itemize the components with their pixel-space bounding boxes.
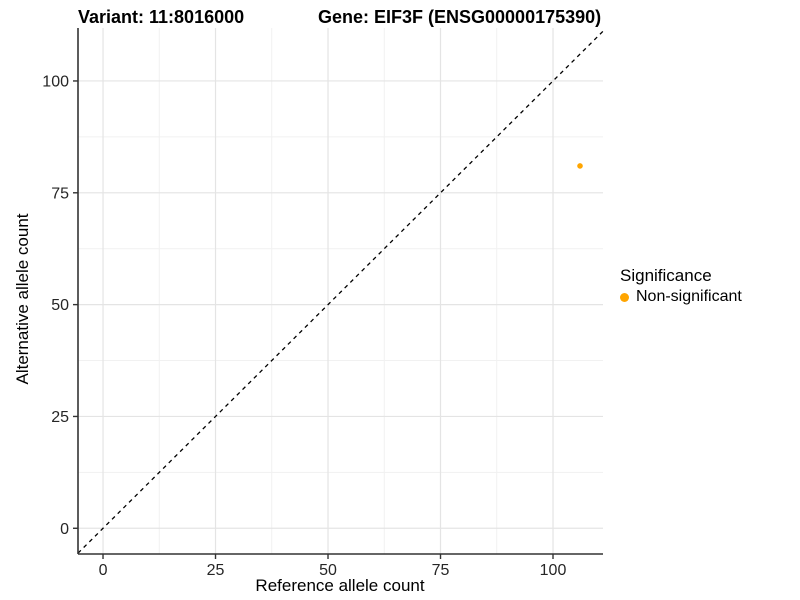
y-tick-label: 75 (51, 185, 69, 202)
legend-key-dot-icon (620, 292, 629, 302)
x-tick-label: 75 (432, 562, 450, 579)
x-tick-label: 100 (540, 562, 567, 579)
plot-title-variant: Variant: 11:8016000 (78, 7, 245, 27)
y-tick-label: 25 (51, 409, 69, 426)
legend-item-label: Non-significant (636, 288, 742, 305)
legend-title: Significance (620, 266, 712, 285)
y-axis-title: Alternative allele count (13, 213, 32, 385)
y-tick-label: 50 (51, 297, 69, 314)
identity-reference-line (77, 30, 604, 554)
x-axis-title: Reference allele count (255, 576, 425, 595)
x-tick-label: 50 (319, 562, 337, 579)
y-tick-label: 100 (42, 73, 69, 90)
x-tick-label: 25 (207, 562, 225, 579)
legend-item: Non-significant (620, 288, 742, 306)
data-point (577, 163, 583, 169)
legend: Significance Non-significant (620, 266, 742, 306)
y-tick-label: 0 (60, 521, 69, 538)
plot-title-gene: Gene: EIF3F (ENSG00000175390) (318, 7, 602, 27)
x-tick-label: 0 (99, 562, 108, 579)
legend-items: Non-significant (620, 288, 742, 306)
